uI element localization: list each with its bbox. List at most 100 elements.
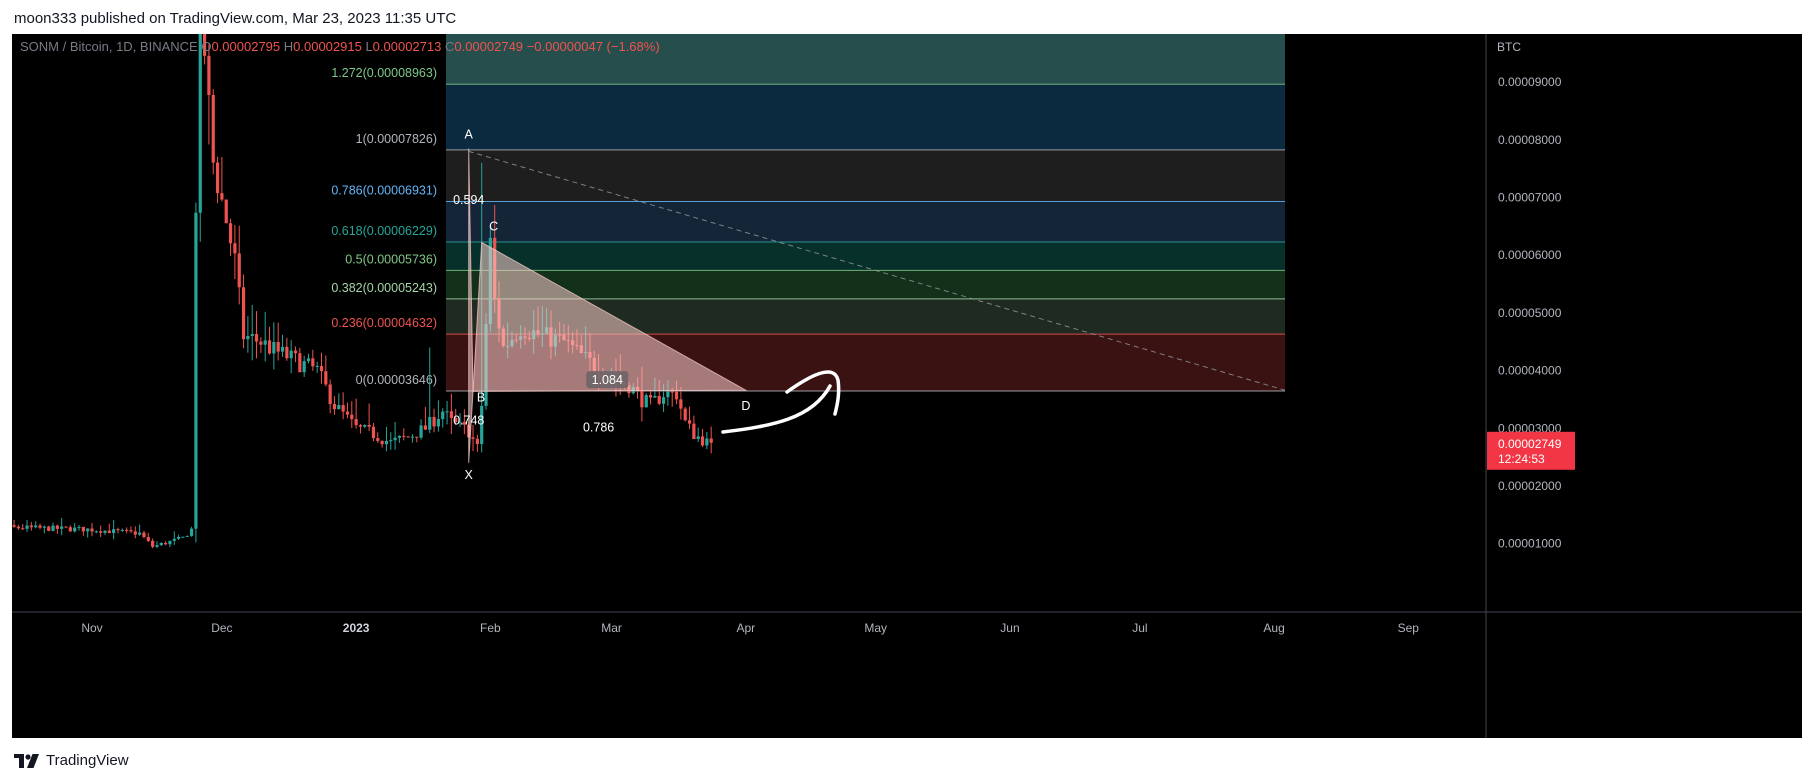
candle-body: [367, 424, 371, 427]
fib-zone: [446, 149, 1285, 202]
candle-body: [393, 437, 397, 441]
symbol-legend[interactable]: SONM / Bitcoin, 1D, BINANCE O0.00002795 …: [20, 39, 660, 54]
candle-body: [661, 397, 666, 404]
candle-body: [151, 540, 155, 547]
candle-body: [679, 399, 683, 409]
candle-body: [142, 532, 146, 537]
pattern-triangle-bcd[interactable]: [472, 241, 748, 392]
time-tick-label: Apr: [736, 621, 755, 635]
price-tick-label: 0.00005000: [1498, 306, 1562, 320]
brush-stroke[interactable]: [721, 384, 832, 434]
brush-arrowhead[interactable]: [785, 370, 841, 416]
time-tick-label: Sep: [1398, 621, 1420, 635]
footer-branding[interactable]: TradingView: [14, 752, 129, 769]
symbol-name: SONM / Bitcoin, 1D, BINANCE: [20, 39, 201, 54]
candle-body: [454, 417, 458, 422]
time-tick-label: Dec: [211, 621, 232, 635]
dashed-trend-line[interactable]: [468, 150, 1286, 391]
candle-body: [198, 0, 202, 213]
fib-level-label: 0.618(0.00006229): [331, 224, 437, 238]
candle-body: [228, 223, 233, 244]
candle-body: [328, 384, 332, 405]
price-tick-label: 0.00002000: [1498, 479, 1562, 493]
pattern-triangle-xab[interactable]: [468, 148, 474, 463]
candle-body: [705, 438, 709, 446]
candle-body: [55, 525, 59, 529]
candle-body: [674, 391, 679, 400]
pattern-ratio-label: 0.786: [583, 420, 614, 434]
candle-body: [259, 341, 263, 345]
candle-body: [419, 425, 423, 438]
candle-body: [90, 528, 94, 532]
pattern-ratio-label: 1.084: [592, 373, 623, 387]
candle-body: [215, 162, 220, 194]
last-price-badge: [1487, 431, 1575, 470]
change-value: −0.00000047 (−1.68%): [527, 39, 660, 54]
candle-body: [449, 411, 453, 418]
candle-body: [298, 353, 302, 373]
candle-body: [51, 525, 55, 531]
pattern-ratio-label: 0.594: [453, 193, 484, 207]
low-value: 0.00002713: [373, 39, 445, 54]
candle-body: [47, 526, 51, 531]
price-tick-label: 0.00009000: [1498, 75, 1562, 89]
candle-body: [159, 542, 163, 546]
candle-body: [696, 436, 700, 440]
candle-body: [86, 528, 90, 532]
pattern-point-label: D: [741, 399, 750, 413]
candle-body: [172, 538, 176, 541]
candle-body: [458, 421, 462, 423]
candle-body: [263, 340, 267, 345]
pattern-point-label: X: [465, 468, 474, 482]
candle-body: [103, 530, 107, 533]
candle-body: [480, 405, 484, 445]
candle-body: [25, 525, 29, 529]
open-label: O: [201, 39, 211, 54]
candle-body: [81, 526, 85, 532]
candle-body: [432, 416, 436, 427]
candle-body: [250, 334, 254, 336]
axes: BTC 0.00009000 0.00008000 0.00007000 0.00006…: [12, 34, 1802, 738]
candle-body: [337, 405, 341, 410]
candle-body: [445, 411, 449, 413]
price-tick-label: 0.00001000: [1498, 537, 1562, 551]
candle-body: [164, 542, 168, 545]
trend-line[interactable]: [468, 150, 1286, 391]
candle-body: [653, 396, 657, 398]
candle-body: [99, 531, 103, 533]
low-label: L: [365, 39, 372, 54]
candle-body: [77, 526, 81, 528]
candle-body: [428, 416, 432, 430]
candle-body: [700, 436, 705, 446]
candle-body: [34, 525, 38, 528]
symbol-legend-text[interactable]: SONM / Bitcoin, 1D, BINANCE O0.00002795 …: [20, 39, 660, 54]
candle-body: [233, 243, 237, 254]
time-tick-label: Jun: [1000, 621, 1019, 635]
price-tick-label: 0.00006000: [1498, 248, 1562, 262]
candle-body: [68, 527, 72, 532]
xabcd-pattern[interactable]: X A B C D 0.594 0.748 1.084 0.786: [453, 127, 750, 481]
candle-body: [358, 425, 363, 427]
candle-body: [64, 526, 68, 528]
candle-body: [168, 540, 172, 545]
time-tick-label: 2023: [343, 621, 370, 635]
candle-body: [133, 531, 137, 535]
candle-body: [12, 525, 16, 527]
candle-body: [683, 408, 687, 421]
candle-body: [237, 253, 241, 288]
candle-body: [345, 411, 350, 415]
fib-retracement[interactable]: 1.272(0.00008963) 1(0.00007826) 0.786(0.00…: [331, 9, 1285, 392]
chart-canvas[interactable]: 1.272(0.00008963) 1(0.00007826) 0.786(0.00…: [0, 0, 1802, 738]
candle-body: [376, 438, 380, 441]
candle-body: [315, 365, 319, 367]
close-label: C: [445, 39, 454, 54]
candle-body: [207, 55, 211, 95]
fib-level-label: 0.236(0.00004632): [331, 316, 437, 330]
candle-body: [644, 395, 648, 408]
brush-arrow[interactable]: [721, 370, 841, 434]
candle-body: [107, 530, 111, 534]
high-label: H: [284, 39, 293, 54]
candle-body: [692, 423, 696, 440]
chart-area[interactable]: 1.272(0.00008963) 1(0.00007826) 0.786(0.00…: [0, 0, 1802, 738]
fib-zone: [446, 241, 1285, 271]
